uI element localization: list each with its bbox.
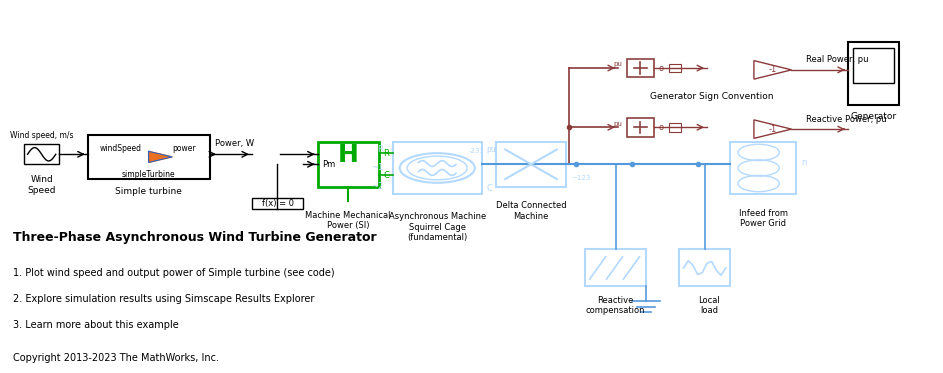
Text: -231: -231 <box>469 148 485 154</box>
Text: H: H <box>338 142 358 166</box>
Bar <box>318 142 378 186</box>
Text: ~123: ~123 <box>571 175 590 181</box>
Text: n: n <box>801 158 806 167</box>
Text: C: C <box>383 171 389 180</box>
Text: Real Power, pu: Real Power, pu <box>805 55 869 64</box>
Text: Pm: Pm <box>323 160 336 169</box>
Text: o: o <box>658 63 663 72</box>
Text: Generator Sign Convention: Generator Sign Convention <box>650 92 773 101</box>
Text: -1: -1 <box>769 65 777 74</box>
Text: Asynchronous Machine
Squirrel Cage
(fundamental): Asynchronous Machine Squirrel Cage (fund… <box>389 212 486 242</box>
Text: Reactive Power, pu: Reactive Power, pu <box>805 115 886 123</box>
Text: Simple turbine: Simple turbine <box>115 187 182 196</box>
Text: 1. Plot wind speed and output power of Simple turbine (see code): 1. Plot wind speed and output power of S… <box>12 268 334 278</box>
Bar <box>670 63 681 72</box>
Text: Copyright 2013-2023 The MathWorks, Inc.: Copyright 2013-2023 The MathWorks, Inc. <box>12 353 219 363</box>
Text: Wind speed, m/s: Wind speed, m/s <box>9 131 74 140</box>
Bar <box>88 135 209 179</box>
Bar <box>585 250 646 286</box>
Bar <box>496 142 566 186</box>
Polygon shape <box>149 151 172 162</box>
Bar <box>679 250 731 286</box>
Text: R: R <box>377 145 383 154</box>
Text: R: R <box>383 149 389 158</box>
Bar <box>853 48 894 83</box>
Text: Infeed from
Power Grid: Infeed from Power Grid <box>738 209 787 228</box>
Bar <box>392 142 482 194</box>
Text: pu: pu <box>614 120 622 126</box>
Text: Reactive
compensation: Reactive compensation <box>586 296 645 315</box>
Text: Power, W: Power, W <box>215 139 255 148</box>
Text: power: power <box>172 144 195 153</box>
Text: pu: pu <box>487 145 496 154</box>
Text: simpleTurbine: simpleTurbine <box>122 170 175 179</box>
Text: Machine Mechanical
Power (SI): Machine Mechanical Power (SI) <box>306 211 390 230</box>
Bar <box>848 42 900 105</box>
Text: ~1: ~1 <box>371 163 383 172</box>
Text: Delta Connected
Machine: Delta Connected Machine <box>496 201 567 221</box>
Bar <box>627 59 653 77</box>
Text: windSpeed: windSpeed <box>100 144 141 153</box>
Text: o: o <box>658 123 663 132</box>
Text: pu: pu <box>614 61 622 68</box>
Bar <box>24 144 59 164</box>
Text: 2. Explore simulation results using Simscape Results Explorer: 2. Explore simulation results using Sims… <box>12 294 314 304</box>
Text: C: C <box>487 184 492 193</box>
Text: ~2: ~2 <box>371 182 383 191</box>
Text: 3. Learn more about this example: 3. Learn more about this example <box>12 320 178 330</box>
Bar <box>252 198 304 209</box>
Text: f(x) = 0: f(x) = 0 <box>261 199 293 208</box>
Bar <box>731 142 796 194</box>
Text: Three-Phase Asynchronous Wind Turbine Generator: Three-Phase Asynchronous Wind Turbine Ge… <box>12 231 376 244</box>
Text: Wind
Speed: Wind Speed <box>27 175 56 195</box>
Text: Local
load: Local load <box>699 296 720 315</box>
Text: Generator: Generator <box>851 112 897 122</box>
Bar <box>670 123 681 132</box>
Text: -1: -1 <box>769 125 777 134</box>
Bar <box>627 118 653 137</box>
